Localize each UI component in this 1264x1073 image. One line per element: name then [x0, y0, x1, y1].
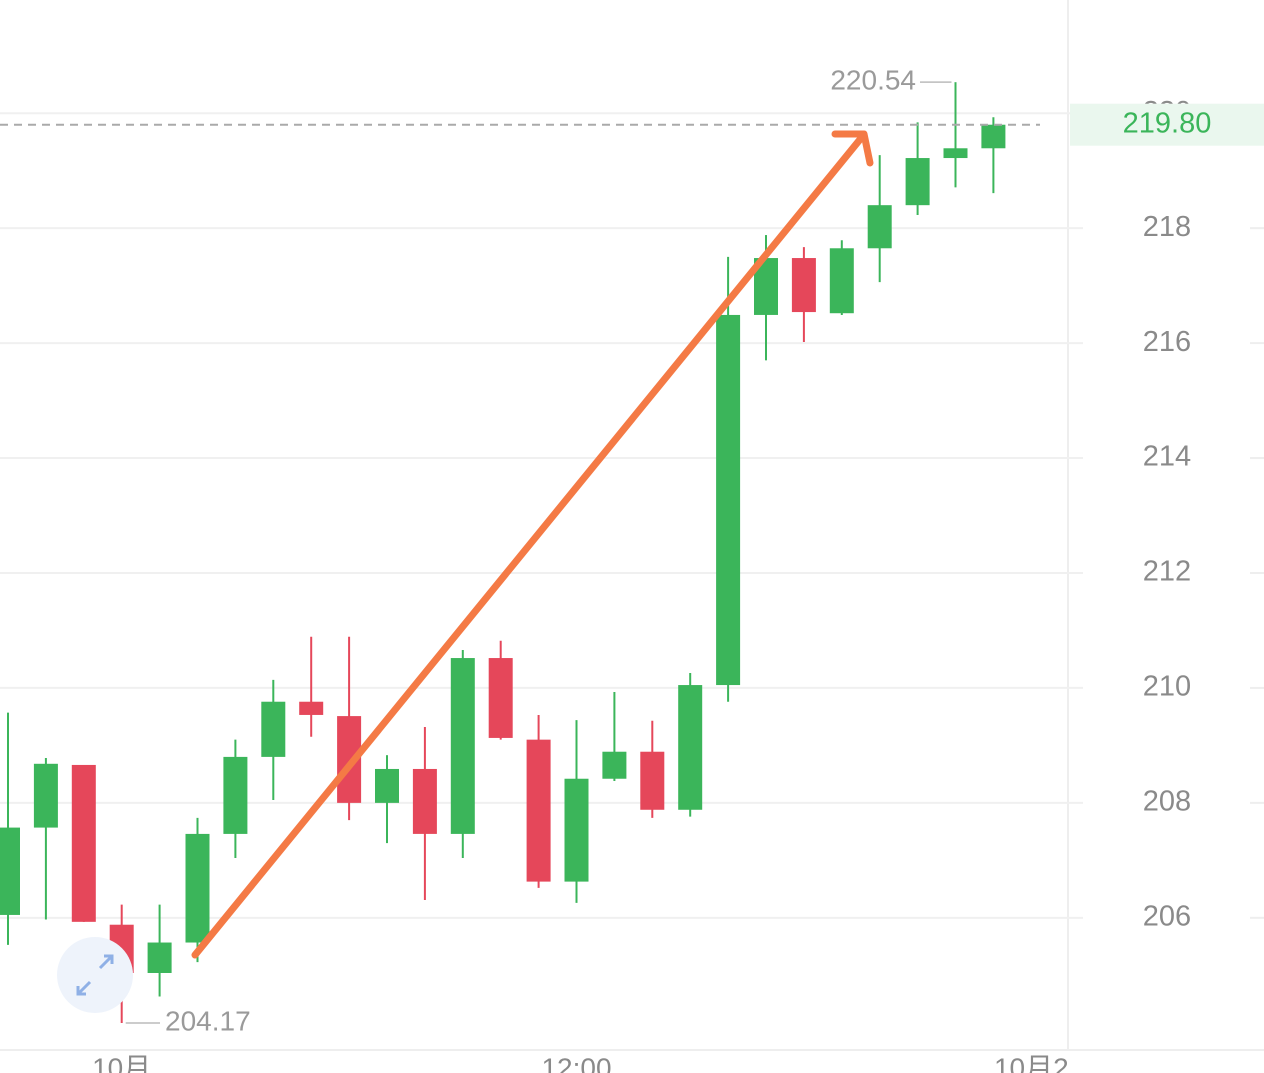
arrow-head [831, 130, 874, 167]
expand-icon-glyph[interactable] [76, 954, 114, 996]
candle-body [981, 124, 1006, 149]
candle-body [0, 827, 20, 915]
candles [0, 82, 1006, 1023]
x-tick-label: 10月2 [994, 1052, 1069, 1073]
candle-body [943, 148, 968, 159]
min-label: 204.17 [165, 1005, 251, 1036]
candle-body [261, 701, 286, 757]
candle-body [223, 756, 248, 834]
max-label: 220.54 [830, 65, 916, 96]
candle-body [488, 658, 513, 738]
y-tick-label: 208 [1143, 786, 1191, 818]
expand-icon-bg[interactable] [57, 937, 133, 1013]
candle-body [299, 701, 324, 715]
candle-body [33, 763, 58, 828]
x-tick-label: 12:00 [541, 1052, 611, 1073]
expand-icon[interactable] [57, 937, 133, 1013]
x-tick-label: 10月 [92, 1052, 151, 1073]
candle-body [867, 205, 892, 249]
candle-body [147, 942, 172, 973]
arrow-shaft [191, 133, 866, 959]
candle-body [640, 751, 665, 810]
candle-body [716, 314, 741, 686]
y-tick-label: 212 [1143, 556, 1191, 588]
candle-body [602, 751, 627, 779]
y-tick-label: 218 [1143, 211, 1191, 243]
candle-body [564, 778, 589, 882]
last-price-box [1070, 103, 1264, 146]
candle-body [526, 739, 551, 882]
candle-body [71, 764, 96, 922]
y-tick-label: 206 [1143, 900, 1191, 932]
candle-body [791, 258, 816, 313]
candle-body [829, 248, 854, 314]
candle-body [905, 158, 930, 206]
y-tick-label: 216 [1143, 326, 1191, 358]
candle-body [678, 685, 703, 810]
last-price-label: 219.80 [1123, 107, 1212, 139]
trend-arrow [191, 130, 874, 959]
y-tick-label: 214 [1143, 441, 1191, 473]
candle-body [185, 833, 210, 943]
candle-body [450, 658, 475, 834]
candle-body [375, 768, 399, 803]
candle-body [412, 768, 437, 834]
y-tick-label: 210 [1143, 671, 1191, 703]
overlay: 219.80 220.54 204.17 [0, 65, 1264, 1036]
